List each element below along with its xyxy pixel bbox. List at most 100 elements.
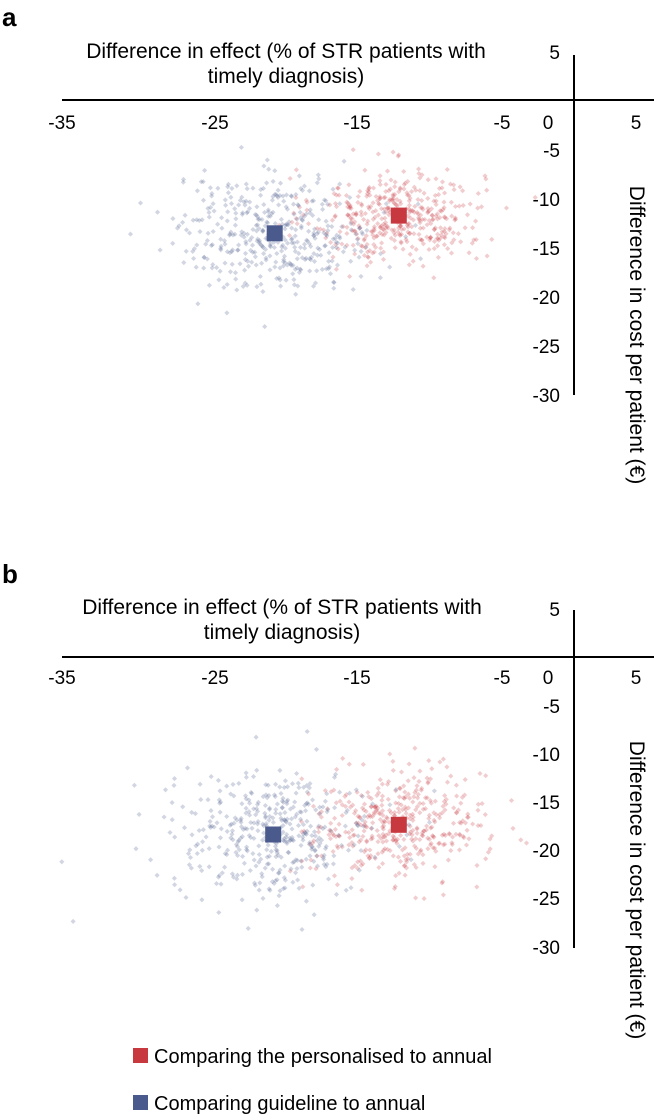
scatter-point: [458, 800, 464, 806]
scatter-point: [353, 211, 359, 218]
scatter-point: [198, 797, 204, 803]
scatter-point: [205, 797, 211, 803]
scatter-point: [200, 827, 206, 833]
scatter-point: [274, 877, 280, 883]
scatter-point: [254, 767, 260, 773]
scatter-point: [256, 887, 262, 893]
scatter-point: [171, 875, 177, 881]
scatter-point: [408, 857, 414, 863]
scatter-point: [404, 192, 411, 198]
scatter-point: [381, 232, 387, 238]
y-tick-label: -20: [533, 841, 560, 862]
scatter-point: [288, 261, 294, 267]
scatter-point: [452, 217, 458, 223]
scatter-point: [429, 766, 435, 772]
scatter-point: [349, 228, 356, 234]
scatter-point: [333, 771, 339, 777]
scatter-point: [364, 839, 370, 845]
mean-marker-guideline: [265, 826, 282, 843]
scatter-point: [249, 259, 255, 265]
scatter-point: [417, 848, 424, 854]
scatter-point: [222, 197, 228, 203]
scatter-point: [378, 245, 384, 251]
y-tick-label: -25: [533, 889, 560, 910]
scatter-point: [315, 229, 321, 235]
scatter-point: [422, 216, 428, 223]
scatter-point: [337, 201, 343, 207]
scatter-point: [371, 224, 377, 230]
scatter-point: [225, 209, 231, 215]
scatter-point: [379, 781, 385, 787]
scatter-point: [59, 859, 65, 865]
scatter-point: [380, 861, 386, 867]
scatter-point: [453, 782, 459, 788]
scatter-point: [418, 256, 424, 262]
scatter-point: [271, 244, 277, 251]
scatter-point: [349, 865, 355, 871]
y-tick-label: -10: [533, 190, 560, 211]
scatter-point: [314, 225, 320, 231]
scatter-point: [414, 825, 420, 831]
scatter-point: [252, 254, 258, 260]
scatter-point: [316, 829, 322, 835]
y-tick-label: -20: [533, 288, 560, 309]
scatter-point: [335, 246, 341, 252]
scatter-point: [285, 222, 291, 228]
scatter-point: [348, 221, 354, 227]
scatter-point: [463, 842, 470, 848]
scatter-point: [406, 202, 412, 208]
scatter-point: [311, 912, 317, 918]
scatter-point: [451, 237, 457, 243]
scatter-point: [414, 830, 420, 836]
x-axis-title-line1: Difference in effect (% of STR patients …: [86, 40, 486, 63]
scatter-point: [321, 852, 327, 858]
scatter-point: [312, 280, 319, 286]
scatter-point: [310, 283, 317, 289]
scatter-point: [406, 262, 412, 268]
scatter-point: [300, 831, 307, 837]
scatter-point: [298, 215, 304, 221]
scatter-point: [412, 745, 418, 751]
scatter-point: [330, 254, 336, 260]
scatter-point: [425, 209, 431, 215]
scatter-point: [191, 246, 197, 252]
scatter-point: [228, 201, 235, 207]
y-axis-title: Difference in cost per patient (€): [625, 186, 648, 484]
scatter-point: [388, 235, 394, 241]
x-tick-label: 5: [631, 668, 642, 689]
scatter-point: [424, 775, 430, 781]
scatter-point: [298, 185, 304, 192]
scatter-point: [403, 857, 409, 863]
scatter-point: [307, 268, 313, 274]
scatter-point: [397, 185, 403, 191]
scatter-point: [407, 251, 413, 257]
scatter-point: [350, 832, 356, 839]
scatter-point: [206, 846, 212, 852]
scatter-point: [337, 789, 343, 795]
x-tick-label: 0: [543, 113, 554, 134]
scatter-point: [277, 265, 283, 271]
scatter-point: [413, 864, 419, 871]
scatter-point: [334, 766, 340, 772]
scatter-point: [375, 839, 381, 845]
scatter-point: [260, 227, 266, 233]
scatter-point: [229, 261, 235, 267]
scatter-point: [331, 285, 337, 291]
scatter-point: [426, 819, 433, 825]
scatter-point: [420, 801, 426, 807]
scatter-point: [323, 843, 329, 849]
scatter-point: [324, 791, 330, 797]
scatter-point: [210, 228, 216, 235]
scatter-point: [218, 247, 224, 253]
scatter-point: [346, 842, 352, 848]
scatter-point: [367, 248, 373, 254]
scatter-point: [294, 256, 300, 262]
scatter-point: [337, 229, 343, 235]
scatter-point: [263, 792, 269, 798]
scatter-point: [280, 822, 286, 829]
scatter-point: [435, 231, 441, 237]
scatter-point: [328, 239, 334, 245]
scatter-point: [417, 220, 423, 226]
scatter-point: [453, 809, 459, 815]
